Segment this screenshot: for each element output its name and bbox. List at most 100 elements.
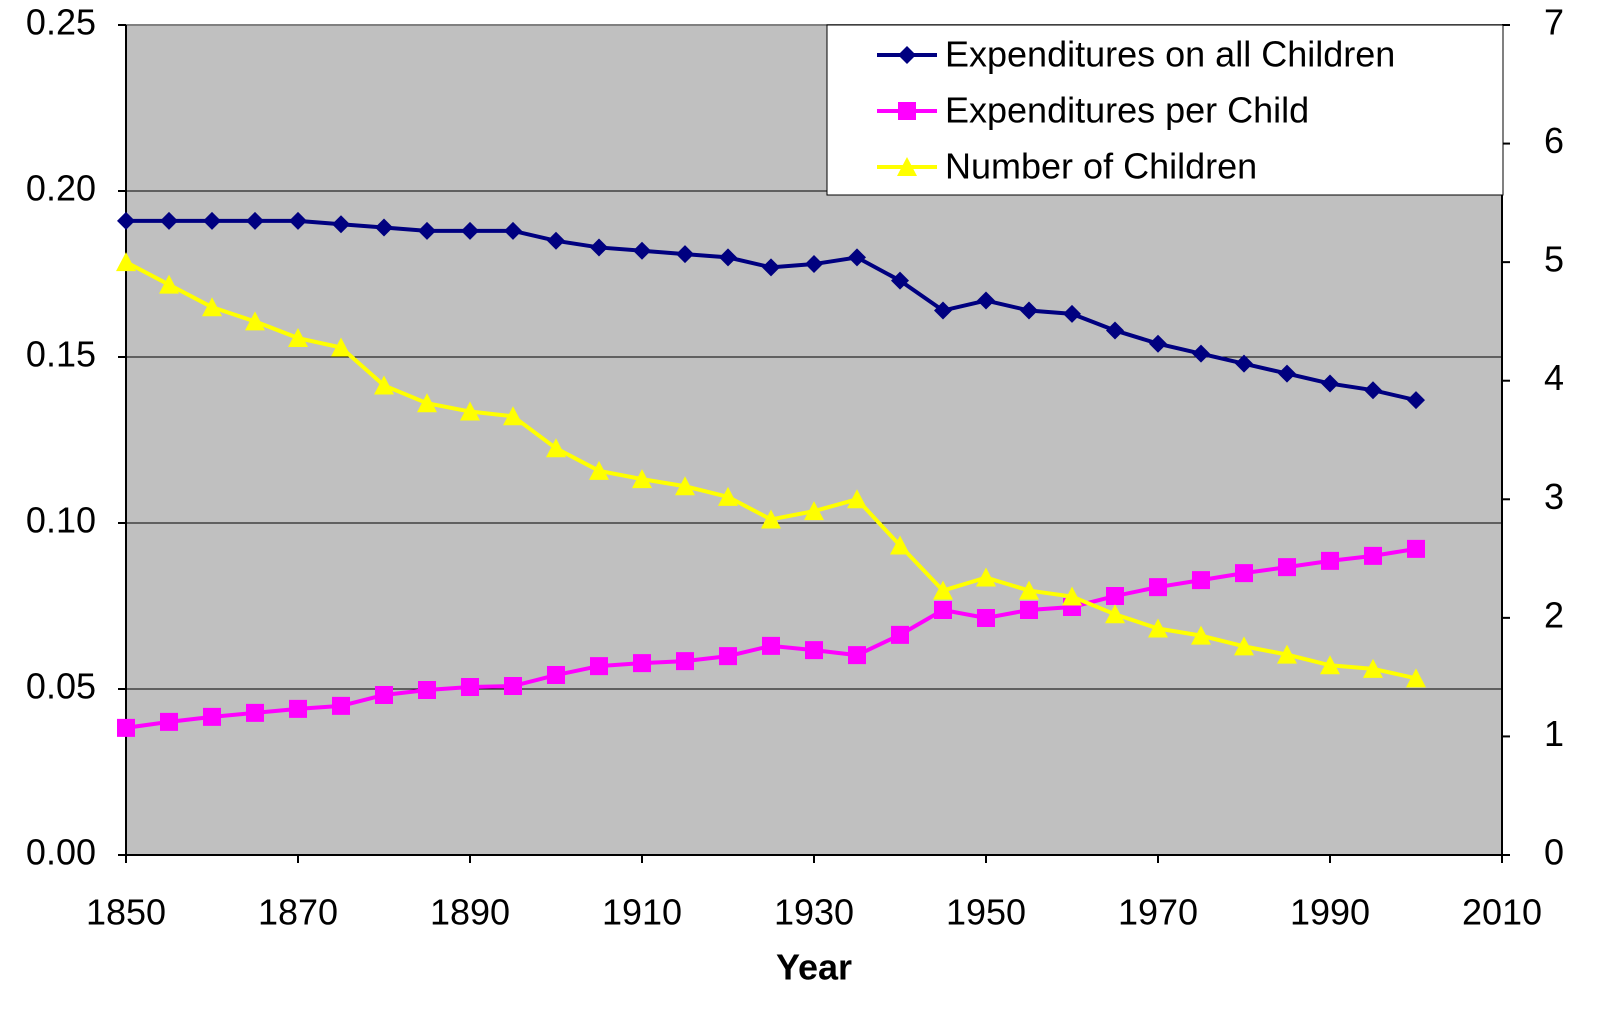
data-point: [848, 248, 866, 267]
y-tick-label: 0.15: [26, 334, 96, 375]
data-point: [1105, 604, 1125, 624]
y2-tick-label: 4: [1544, 357, 1564, 398]
data-point: [1149, 578, 1167, 597]
data-point: [1406, 668, 1426, 688]
data-point: [676, 652, 694, 671]
data-point: [1191, 625, 1211, 645]
x-tick-label: 1890: [430, 892, 510, 933]
legend-marker: [898, 102, 916, 120]
data-point: [1192, 571, 1210, 590]
data-point: [1320, 655, 1340, 675]
data-point: [805, 255, 823, 274]
data-point: [1019, 580, 1039, 600]
data-point: [719, 647, 737, 666]
data-point: [976, 567, 996, 587]
data-point: [418, 680, 436, 699]
y-tick-label: 0.20: [26, 168, 96, 209]
data-point: [590, 238, 608, 257]
y2-tick-label: 6: [1544, 120, 1564, 161]
data-point: [116, 252, 136, 272]
data-point: [848, 646, 866, 665]
data-point: [1149, 334, 1167, 353]
data-point: [762, 636, 780, 655]
data-point: [1277, 644, 1297, 664]
data-point: [589, 460, 609, 480]
y-tick-label: 0.05: [26, 666, 96, 707]
x-tick-label: 1850: [86, 892, 166, 933]
data-point: [805, 641, 823, 660]
data-point: [1321, 551, 1339, 570]
data-point: [117, 718, 135, 737]
data-point: [461, 221, 479, 240]
data-point: [675, 476, 695, 496]
data-point: [245, 311, 265, 331]
data-point: [977, 608, 995, 627]
data-point: [160, 211, 178, 230]
y2-tick-label: 2: [1544, 594, 1564, 635]
data-point: [159, 274, 179, 294]
y-tick-label: 0.10: [26, 500, 96, 541]
data-point: [1192, 344, 1210, 363]
x-tick-label: 1970: [1118, 892, 1198, 933]
data-point: [289, 211, 307, 230]
data-point: [1407, 539, 1425, 558]
data-point: [202, 297, 222, 317]
data-point: [331, 337, 351, 357]
data-point: [547, 231, 565, 250]
y-tick-label: 0.25: [26, 2, 96, 43]
y2-tick-label: 0: [1544, 832, 1564, 873]
x-tick-label: 1930: [774, 892, 854, 933]
data-point: [890, 535, 910, 555]
legend-label: Expenditures on all Children: [945, 34, 1395, 75]
data-point: [1235, 354, 1253, 373]
data-point: [417, 393, 437, 413]
data-point: [676, 245, 694, 264]
data-point: [1148, 618, 1168, 638]
data-point: [375, 685, 393, 704]
data-point: [203, 707, 221, 726]
data-point: [1364, 546, 1382, 565]
data-point: [418, 221, 436, 240]
data-point: [977, 291, 995, 310]
y2-tick-label: 5: [1544, 239, 1564, 280]
data-point: [374, 375, 394, 395]
legend-box: [826, 24, 1504, 196]
data-point: [1063, 304, 1081, 323]
data-point: [246, 211, 264, 230]
data-point: [762, 258, 780, 277]
data-point: [117, 211, 135, 230]
x-axis-label: Year: [776, 947, 852, 988]
data-point: [590, 657, 608, 676]
x-tick-label: 2010: [1462, 892, 1542, 933]
x-tick-label: 1990: [1290, 892, 1370, 933]
y2-tick-label: 1: [1544, 713, 1564, 754]
data-point: [1106, 587, 1124, 606]
data-point: [547, 666, 565, 685]
data-point: [504, 677, 522, 696]
data-point: [632, 469, 652, 489]
data-point: [546, 438, 566, 458]
y2-tick-label: 7: [1544, 2, 1564, 43]
data-point: [1235, 564, 1253, 583]
data-point: [718, 486, 738, 506]
data-point: [461, 678, 479, 697]
data-point: [933, 580, 953, 600]
data-point: [1062, 586, 1082, 606]
x-tick-label: 1950: [946, 892, 1026, 933]
data-point: [1020, 600, 1038, 619]
data-point: [891, 271, 909, 290]
data-point: [332, 696, 350, 715]
data-point: [503, 406, 523, 426]
data-point: [1321, 374, 1339, 393]
data-point: [761, 509, 781, 529]
data-point: [1278, 364, 1296, 383]
data-point: [1364, 381, 1382, 400]
data-point: [1407, 391, 1425, 410]
data-point: [847, 489, 867, 509]
data-point: [719, 248, 737, 267]
data-point: [375, 218, 393, 237]
legend-label: Expenditures per Child: [945, 90, 1309, 131]
data-point: [160, 712, 178, 731]
data-point: [804, 501, 824, 521]
